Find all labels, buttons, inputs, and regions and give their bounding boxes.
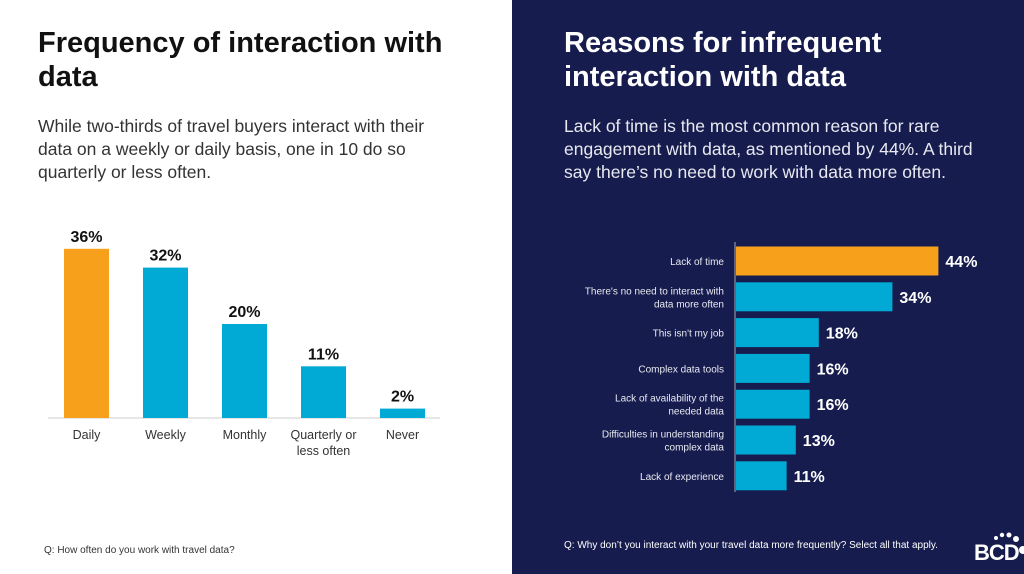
bar-1 xyxy=(143,267,188,418)
hdata-label-2: 18% xyxy=(826,326,858,343)
right-subtitle: Lack of time is the most common reason f… xyxy=(564,116,973,182)
x-tick-label-0: Daily xyxy=(73,428,102,442)
y-tick-label-5-1: complex data xyxy=(665,443,725,454)
hbar-6 xyxy=(736,461,787,491)
hbar-3 xyxy=(736,353,810,383)
y-tick-label-6: Lack of experience xyxy=(640,472,724,483)
hdata-label-1: 34% xyxy=(899,290,931,307)
data-label-4: 2% xyxy=(391,389,414,406)
hdata-label-5: 13% xyxy=(803,433,835,450)
y-tick-label-1: There's no need to interact with xyxy=(585,286,724,297)
x-tick-label-1: Weekly xyxy=(145,428,187,442)
hbar-5 xyxy=(736,425,796,455)
left-footnote: Q: How often do you work with travel dat… xyxy=(44,545,235,556)
bar-4 xyxy=(380,408,425,418)
svg-text:BCD: BCD xyxy=(974,540,1019,564)
bar-2 xyxy=(222,324,267,418)
hbar-2 xyxy=(736,318,819,348)
y-tick-label-1-1: data more often xyxy=(654,299,724,310)
y-tick-label-4-1: needed data xyxy=(668,407,724,418)
data-label-2: 20% xyxy=(228,304,260,321)
hdata-label-0: 44% xyxy=(945,254,977,271)
bar-0 xyxy=(64,248,109,418)
right-footnote: Q: Why don’t you interact with your trav… xyxy=(564,540,938,551)
left-title: Frequency of interaction with data xyxy=(38,27,443,93)
y-tick-label-3: Complex data tools xyxy=(638,364,724,375)
x-tick-label-2: Monthly xyxy=(223,428,268,442)
bcd-logo: BCD xyxy=(974,530,1024,570)
x-tick-label-4: Never xyxy=(386,428,419,442)
y-tick-label-2: This isn't my job xyxy=(653,329,725,340)
y-tick-label-4: Lack of availability of the xyxy=(615,394,724,405)
hbar-4 xyxy=(736,389,810,419)
x-tick-label-3-1: less often xyxy=(297,444,351,458)
hbar-0 xyxy=(736,246,939,276)
y-tick-label-0: Lack of time xyxy=(670,257,724,268)
y-tick-label-5: Difficulties in understanding xyxy=(602,430,724,441)
left-subtitle: While two-thirds of travel buyers intera… xyxy=(38,116,425,182)
hbar-1 xyxy=(736,282,893,312)
hdata-label-3: 16% xyxy=(817,361,849,378)
hdata-label-6: 11% xyxy=(794,469,825,486)
right-title: Reasons for infrequent interaction with … xyxy=(564,27,882,93)
data-label-3: 11% xyxy=(308,346,339,363)
data-label-0: 36% xyxy=(70,229,102,246)
hdata-label-4: 16% xyxy=(817,397,849,414)
x-tick-label-3: Quarterly or xyxy=(291,428,357,442)
data-label-1: 32% xyxy=(149,248,181,265)
bar-3 xyxy=(301,366,346,418)
